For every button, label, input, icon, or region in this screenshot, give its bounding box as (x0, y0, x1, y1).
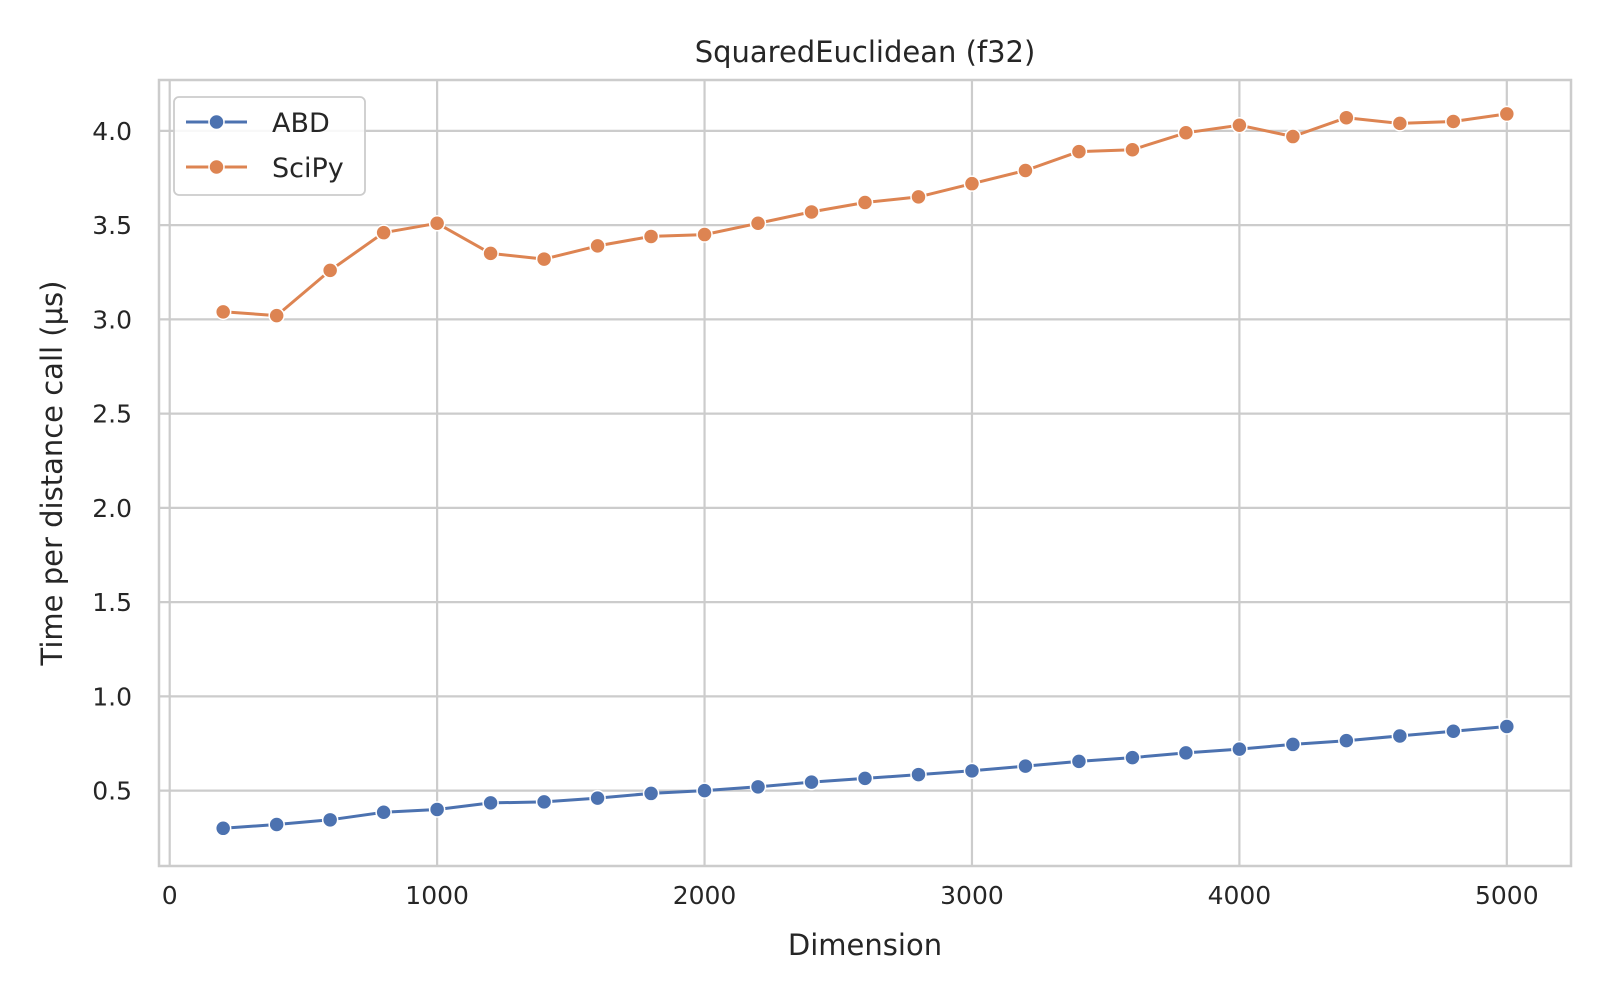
data-point (589, 789, 606, 807)
y-tick-label: 0.5 (92, 777, 132, 806)
legend-marker (208, 158, 225, 176)
data-point (642, 228, 660, 245)
data-point (910, 766, 927, 783)
data-point (1498, 718, 1516, 735)
data-point (321, 262, 339, 279)
data-point (856, 194, 874, 211)
y-tick-label: 3.0 (92, 305, 132, 334)
data-point (803, 773, 820, 791)
legend-item: ABD (186, 108, 330, 139)
data-point (375, 804, 392, 821)
data-point (214, 303, 232, 321)
chart-title: SquaredEuclidean (f32) (695, 35, 1036, 69)
data-point (268, 816, 285, 833)
data-point (1338, 109, 1355, 126)
data-point (535, 793, 553, 811)
x-axis-title: Dimension (788, 928, 942, 962)
x-tick-label: 1000 (405, 881, 469, 910)
data-point (1017, 162, 1034, 179)
data-point (963, 762, 981, 780)
data-point (268, 307, 285, 324)
data-point (535, 250, 553, 268)
data-point (1445, 722, 1462, 740)
data-point (482, 794, 499, 812)
data-point (1177, 744, 1195, 762)
x-tick-label: 3000 (940, 881, 1004, 910)
data-point (963, 175, 981, 192)
data-point (1284, 736, 1302, 753)
series-abd (214, 718, 1516, 837)
data-point (803, 203, 820, 221)
legend-label: SciPy (272, 153, 344, 184)
y-tick-label: 1.5 (92, 588, 132, 617)
legend-label: ABD (272, 108, 330, 139)
y-tick-label: 1.0 (92, 682, 132, 711)
data-point (1231, 740, 1248, 758)
x-tick-label: 2000 (673, 881, 737, 910)
series-layer (214, 105, 1516, 837)
legend-item: SciPy (186, 153, 344, 184)
series-scipy (214, 105, 1516, 324)
data-point (1498, 105, 1516, 123)
data-point (214, 820, 232, 837)
data-point (696, 782, 713, 799)
data-point (1338, 732, 1355, 749)
data-point (1124, 141, 1141, 158)
data-point (642, 785, 660, 802)
data-point (1177, 124, 1195, 142)
data-point (910, 188, 927, 206)
tick-labels: 0 1000 2000 3000 4000 5000 0.5 1.0 1.5 2.0 2.5 3.0 3… (92, 117, 1538, 910)
data-point (856, 770, 874, 787)
x-tick-label: 0 (162, 881, 178, 910)
data-point (1284, 128, 1302, 145)
data-point (749, 778, 767, 796)
data-point (1391, 115, 1409, 132)
data-point (428, 801, 446, 818)
data-point (321, 811, 339, 829)
grid-lines (159, 80, 1571, 866)
data-point (1391, 727, 1409, 745)
data-point (375, 224, 392, 241)
data-point (1017, 757, 1034, 775)
data-point (1070, 143, 1088, 160)
y-tick-label: 3.5 (92, 211, 132, 240)
data-point (1445, 113, 1462, 130)
data-point (428, 215, 446, 232)
data-point (589, 237, 606, 255)
data-point (1070, 753, 1088, 770)
y-tick-label: 2.5 (92, 400, 132, 429)
data-point (482, 245, 499, 262)
legend-marker (208, 113, 225, 131)
x-tick-label: 4000 (1208, 881, 1272, 910)
legend: ABD SciPy (173, 96, 366, 196)
data-point (749, 215, 767, 232)
y-axis-title: Time per distance call (µs) (35, 281, 69, 667)
x-tick-label: 5000 (1475, 881, 1539, 910)
data-point (1231, 116, 1248, 134)
data-point (1124, 749, 1141, 766)
y-tick-label: 4.0 (92, 117, 132, 146)
data-point (696, 226, 713, 243)
y-tick-label: 2.0 (92, 494, 132, 523)
plot-frame (157, 78, 1573, 868)
